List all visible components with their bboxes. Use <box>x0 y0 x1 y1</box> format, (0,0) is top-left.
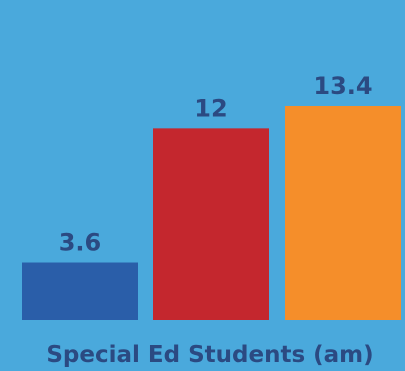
value-label-3: 13.4 <box>313 72 372 100</box>
value-label-2: 12 <box>194 94 227 122</box>
bar-3 <box>285 106 401 320</box>
bar-1 <box>22 262 138 320</box>
x-axis-label: Special Ed Students (am) <box>46 342 373 368</box>
bars-group <box>22 106 401 320</box>
value-labels-group: 3.6 12 13.4 <box>59 72 373 257</box>
value-label-1: 3.6 <box>59 229 102 257</box>
bar-2 <box>153 128 269 320</box>
